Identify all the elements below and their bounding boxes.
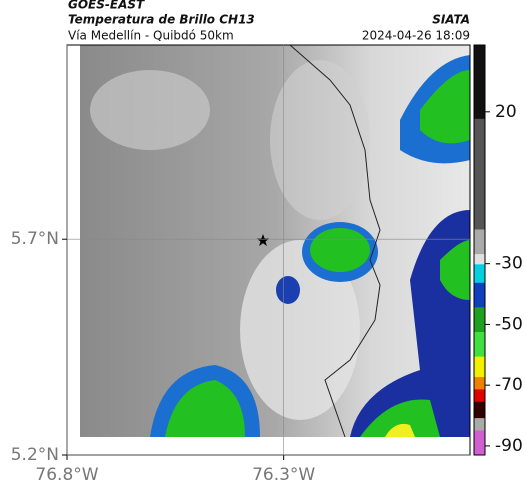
x-tick-label: 76.8°W [35, 465, 98, 485]
colorbar-label: 20 [495, 102, 517, 122]
subtitle: Vía Medellín - Quibdó 50km [68, 29, 234, 43]
colorbar [474, 45, 485, 456]
source: GOES-EAST [68, 0, 145, 12]
colorbar-frame [473, 44, 486, 456]
colorbar-segment [474, 307, 485, 333]
colorbar-segment [474, 389, 485, 403]
datetime: 2024-04-26 18:09 [362, 29, 470, 43]
colorbar-segment [474, 356, 485, 378]
colorbar-segment [474, 282, 485, 308]
y-tick-label: 5.2°N [11, 445, 59, 465]
y-tick-label: 5.7°N [11, 229, 59, 249]
colorbar-segment [474, 332, 485, 358]
x-tick-label: 76.3°W [252, 465, 315, 485]
colorbar-segment [474, 430, 485, 456]
location-star [256, 234, 270, 246]
colorbar-segment [474, 229, 485, 255]
colorbar-segment [474, 418, 485, 431]
colorbar-label: -90 [495, 436, 523, 456]
colorbar-label: -70 [495, 375, 523, 395]
colorbar-segment [474, 118, 485, 230]
colorbar-segment [474, 264, 485, 284]
colorbar-segment [474, 254, 485, 265]
colorbar-segment [474, 45, 485, 120]
satellite-image [80, 45, 470, 437]
colorbar-segment [474, 401, 485, 419]
colorbar-segment [474, 377, 485, 390]
colorbar-label: -50 [495, 314, 523, 334]
org: SIATA [432, 13, 470, 27]
colorbar-label: -30 [495, 254, 523, 274]
title: Temperatura de Brillo CH13 [68, 13, 255, 27]
